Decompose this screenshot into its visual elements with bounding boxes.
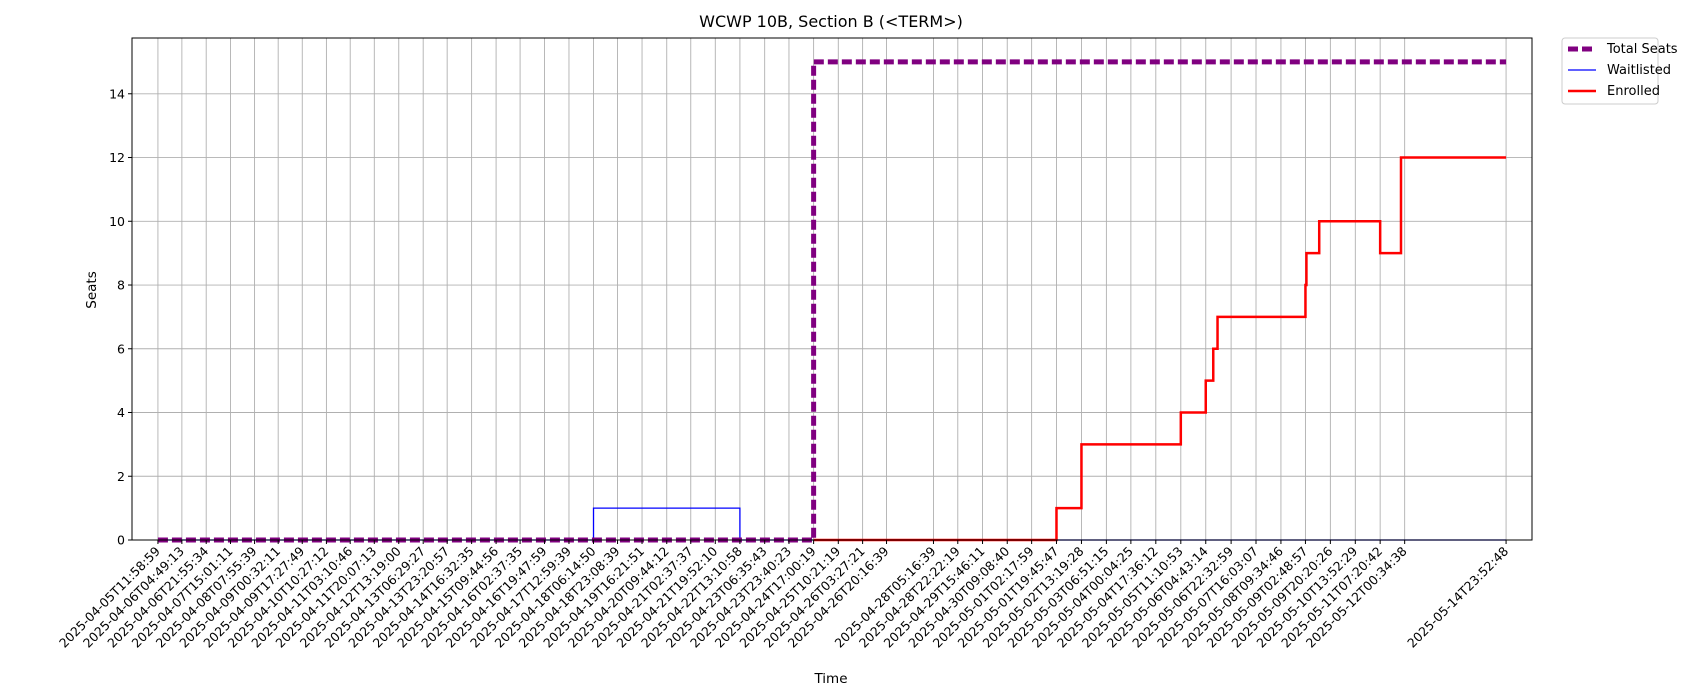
y-tick-label: 6: [117, 341, 125, 356]
y-tick-label: 10: [109, 214, 125, 229]
series-line-enrolled: [813, 156, 1507, 542]
legend-label-total-seats: Total Seats: [1606, 42, 1678, 57]
y-axis-title: Seats: [84, 271, 100, 308]
legend: Total Seats Waitlisted Enrolled: [1561, 37, 1678, 105]
chart-title: WCWP 10B, Section B (<TERM>): [699, 12, 963, 31]
y-tick-label: 8: [117, 278, 125, 293]
y-tick-label: 4: [117, 405, 125, 420]
series-lines: [157, 59, 1507, 543]
legend-label-enrolled: Enrolled: [1607, 84, 1660, 99]
legend-frame: [1561, 37, 1659, 105]
y-tick-label: 2: [117, 469, 125, 484]
y-tick-label: 0: [117, 533, 125, 548]
y-tick-label: 12: [109, 150, 125, 165]
plot-frame: [131, 37, 1533, 541]
x-axis-title: Time: [813, 671, 847, 687]
x-tick-label: 2025-05-14T23:52:48: [1404, 543, 1511, 650]
y-tick-label: 14: [109, 86, 125, 101]
x-axis: 2025-04-05T11:58:592025-04-06T04:49:1320…: [56, 540, 1511, 651]
grid: [132, 38, 1532, 541]
y-axis: 0 2 4 6 8 10 12 14: [109, 86, 132, 548]
legend-label-waitlisted: Waitlisted: [1607, 63, 1671, 78]
series-line-total-seats: [157, 59, 1507, 543]
series-line-waitlisted: [157, 507, 1507, 541]
